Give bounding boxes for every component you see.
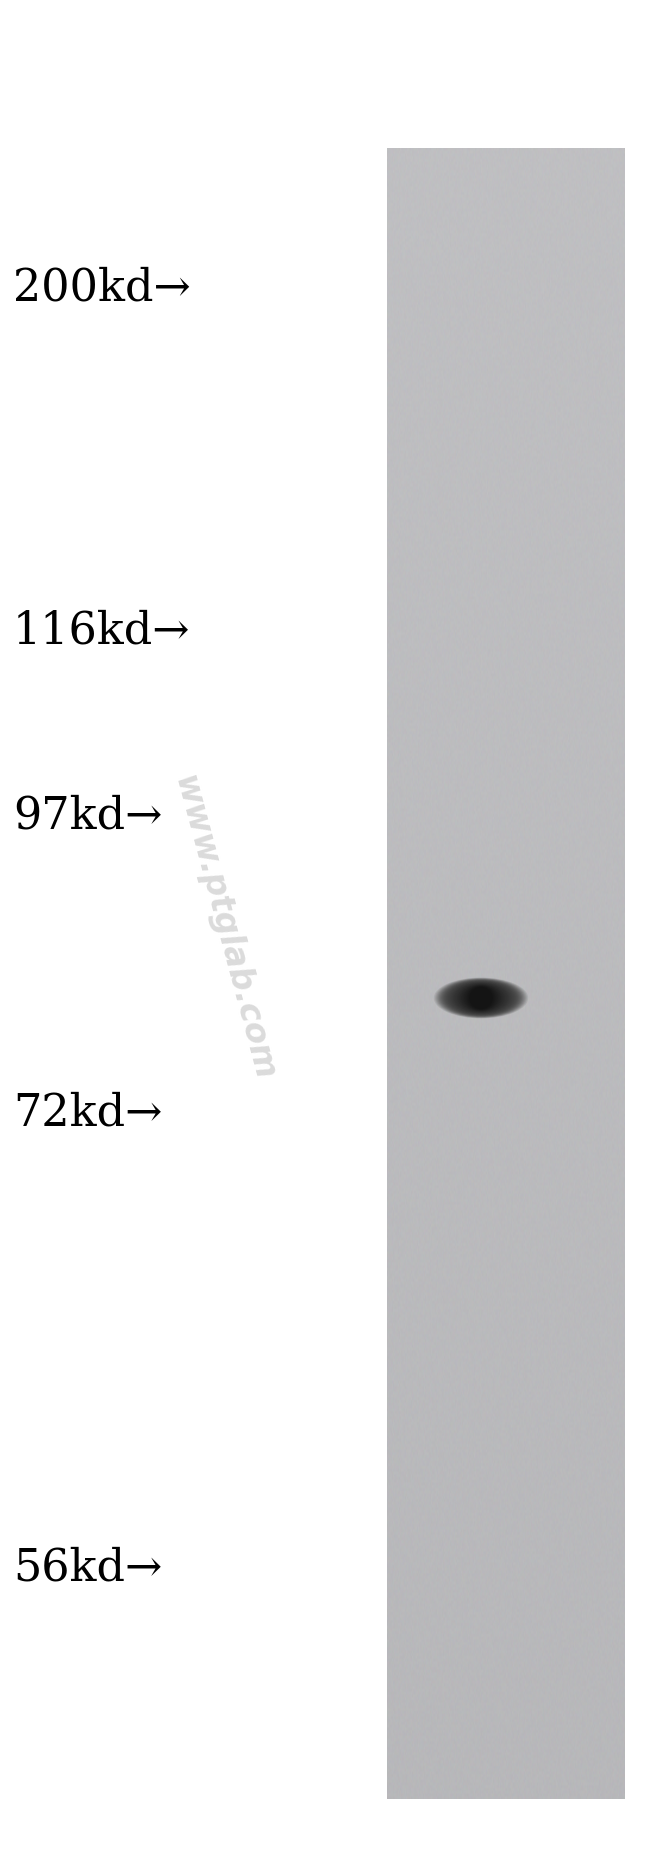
- Ellipse shape: [456, 983, 506, 1013]
- Ellipse shape: [443, 979, 519, 1017]
- Ellipse shape: [446, 981, 516, 1015]
- Ellipse shape: [439, 979, 523, 1017]
- Ellipse shape: [454, 983, 508, 1013]
- Ellipse shape: [434, 978, 528, 1018]
- Ellipse shape: [458, 983, 504, 1013]
- Ellipse shape: [462, 985, 500, 1011]
- Ellipse shape: [452, 983, 510, 1013]
- Ellipse shape: [469, 987, 493, 1009]
- Ellipse shape: [451, 981, 511, 1015]
- Ellipse shape: [440, 979, 522, 1017]
- Ellipse shape: [435, 978, 527, 1018]
- Ellipse shape: [463, 985, 499, 1011]
- Text: www.ptglab.com: www.ptglab.com: [168, 772, 281, 1083]
- Ellipse shape: [457, 983, 505, 1013]
- Ellipse shape: [445, 981, 517, 1015]
- Ellipse shape: [443, 979, 519, 1017]
- Ellipse shape: [450, 981, 512, 1015]
- Ellipse shape: [437, 979, 525, 1017]
- Ellipse shape: [460, 985, 502, 1011]
- Ellipse shape: [447, 981, 515, 1015]
- Text: 56kd→: 56kd→: [13, 1545, 162, 1590]
- Text: 97kd→: 97kd→: [13, 794, 162, 838]
- Ellipse shape: [464, 985, 498, 1011]
- Ellipse shape: [465, 985, 497, 1011]
- Text: 200kd→: 200kd→: [13, 265, 190, 310]
- Ellipse shape: [454, 983, 508, 1013]
- Ellipse shape: [461, 985, 501, 1011]
- Text: 116kd→: 116kd→: [13, 608, 190, 653]
- Ellipse shape: [467, 987, 495, 1009]
- Ellipse shape: [468, 987, 494, 1009]
- Ellipse shape: [448, 981, 514, 1015]
- Ellipse shape: [441, 979, 521, 1017]
- Ellipse shape: [436, 978, 526, 1018]
- Text: 72kd→: 72kd→: [13, 1091, 162, 1135]
